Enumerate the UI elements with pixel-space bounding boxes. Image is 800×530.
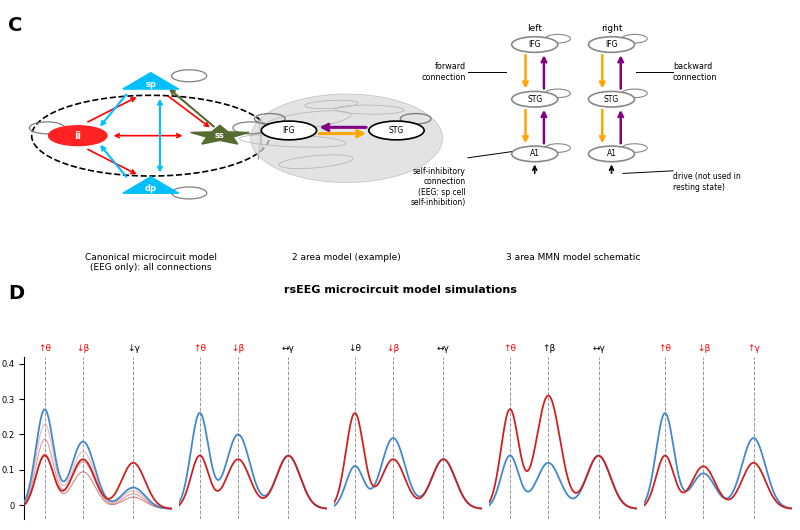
Text: rsEEG microcircuit model simulations: rsEEG microcircuit model simulations (283, 285, 517, 295)
Text: ii: ii (74, 131, 82, 140)
Text: IFG: IFG (282, 126, 295, 135)
Text: 3 area MMN model schematic: 3 area MMN model schematic (506, 253, 640, 262)
Text: ↓β: ↓β (386, 344, 400, 354)
Text: A1: A1 (606, 149, 617, 158)
Circle shape (369, 121, 424, 140)
Text: ↓β: ↓β (697, 344, 710, 354)
Text: left: left (527, 24, 542, 33)
Ellipse shape (250, 94, 442, 182)
Text: dp: dp (145, 184, 157, 193)
Circle shape (589, 37, 634, 52)
Polygon shape (190, 125, 249, 144)
Text: ↔γ: ↔γ (282, 344, 295, 354)
Text: forward
connection: forward connection (422, 62, 466, 82)
Circle shape (589, 91, 634, 107)
Text: Canonical microcircuit model
(EEG only): all connections: Canonical microcircuit model (EEG only):… (85, 253, 217, 272)
Text: ↑θ: ↑θ (658, 344, 671, 354)
Polygon shape (122, 73, 178, 89)
Text: ↓γ: ↓γ (127, 344, 140, 354)
Text: STG: STG (527, 95, 542, 104)
Text: STG: STG (604, 95, 619, 104)
Circle shape (512, 146, 558, 162)
Text: ↑θ: ↑θ (503, 344, 517, 354)
Text: ↓β: ↓β (231, 344, 245, 354)
Circle shape (49, 126, 107, 146)
Text: C: C (8, 16, 22, 35)
Text: 2 area model (example): 2 area model (example) (292, 253, 401, 262)
Text: ↑θ: ↑θ (194, 344, 206, 354)
Text: ↑β: ↑β (542, 344, 555, 354)
Circle shape (512, 37, 558, 52)
Circle shape (512, 91, 558, 107)
Text: self-inhibitory
connection
(EEG: sp cell
self-inhibition): self-inhibitory connection (EEG: sp cell… (410, 167, 466, 207)
Text: A1: A1 (530, 149, 540, 158)
Text: D: D (8, 284, 24, 303)
Text: IFG: IFG (529, 40, 541, 49)
Text: STG: STG (389, 126, 404, 135)
Text: ↑γ: ↑γ (747, 344, 760, 354)
Polygon shape (122, 177, 178, 193)
Text: ss: ss (215, 131, 225, 140)
Circle shape (262, 121, 317, 140)
Text: ↓θ: ↓θ (348, 344, 362, 354)
Text: ↔γ: ↔γ (437, 344, 450, 354)
Text: sp: sp (146, 80, 156, 89)
Text: IFG: IFG (606, 40, 618, 49)
Circle shape (589, 146, 634, 162)
Text: ↑θ: ↑θ (38, 344, 51, 354)
Text: backward
connection: backward connection (673, 62, 718, 82)
Text: ↓β: ↓β (77, 344, 90, 354)
Text: drive (not used in
resting state): drive (not used in resting state) (673, 172, 741, 191)
Text: right: right (601, 24, 622, 33)
Text: ↔γ: ↔γ (592, 344, 605, 354)
